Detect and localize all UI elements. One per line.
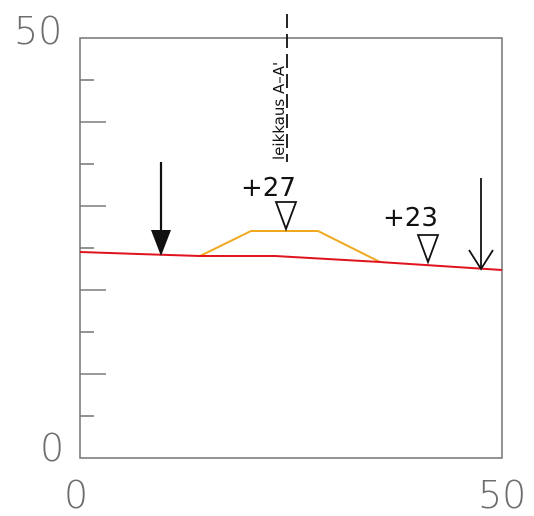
elevation-marker-27: +27 bbox=[241, 173, 298, 232]
elevation-label: +27 bbox=[241, 173, 296, 203]
y-axis-min-label: 0 bbox=[40, 426, 64, 470]
section-label: leikkaus A–A' bbox=[270, 62, 288, 160]
elevation-marker-23: +23 bbox=[383, 203, 440, 265]
plot-frame bbox=[79, 37, 503, 459]
y-axis-max-label: 50 bbox=[14, 9, 62, 53]
left-boundary-arrow bbox=[151, 162, 171, 256]
embankment-outline bbox=[199, 230, 381, 263]
elevation-label: +23 bbox=[383, 203, 438, 233]
elevation-triangle-icon bbox=[416, 234, 440, 265]
x-axis-max-label: 50 bbox=[478, 473, 526, 516]
y-axis-ticks bbox=[80, 79, 106, 417]
right-boundary-arrow bbox=[468, 178, 494, 271]
ground-line bbox=[79, 251, 503, 271]
x-axis-min-label: 0 bbox=[64, 473, 88, 516]
elevation-triangle-icon bbox=[274, 201, 298, 232]
